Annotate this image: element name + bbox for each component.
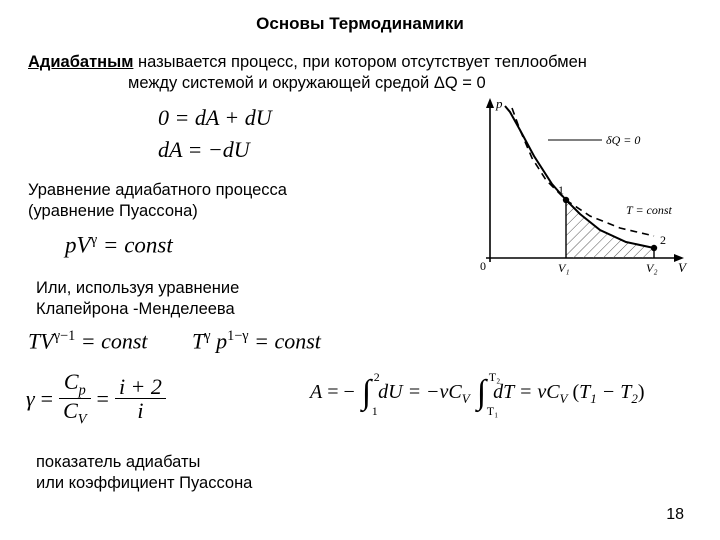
work-int2-upper: T₂: [489, 370, 501, 385]
clapeyron-l1: Или, используя уравнение: [36, 279, 239, 297]
work-cv-sub: V: [462, 391, 470, 406]
eq-first-law-row1: 0 = dA + dU: [158, 102, 272, 134]
gamma-cp-sub: p: [79, 382, 86, 398]
eq-poisson-pv: pVγ = const: [65, 232, 173, 259]
v1-label: V₁: [558, 261, 570, 275]
isotherm-label: T = const: [626, 203, 673, 217]
work-int1-lower: 1: [372, 404, 378, 419]
adiabat-l1: показатель адиабаты: [36, 453, 200, 471]
point-2: [651, 245, 657, 251]
eq-poisson-tv: TVγ−1 = const: [28, 328, 148, 354]
x-axis-label: V: [678, 260, 688, 275]
origin-label: 0: [480, 259, 486, 273]
page-number: 18: [666, 506, 684, 524]
eq-tv-lhs: TV: [28, 328, 54, 353]
adiabat-index-caption: показатель адиабаты или коэффициент Пуас…: [36, 452, 356, 493]
poisson-l1: Уравнение адиабатного процесса: [28, 181, 287, 199]
point-1-label: 1: [558, 183, 564, 197]
work-cv2-sub: V: [560, 391, 568, 406]
gamma-cp: C: [64, 369, 79, 394]
y-axis-arrow: [486, 98, 494, 108]
gamma-frac-cp-cv: Cp CV: [59, 370, 90, 428]
definition-paragraph: Адиабатным называется процесс, при котор…: [28, 52, 692, 93]
eq-tp-p-exp: 1−γ: [227, 328, 249, 344]
gamma-i-num: i + 2: [115, 375, 166, 399]
v2-label: V₂: [646, 261, 658, 275]
point-2-label: 2: [660, 233, 666, 247]
slide-root: Основы Термодинамики Адиабатным называет…: [0, 0, 720, 540]
gamma-eq1: =: [41, 386, 53, 412]
eq-pv-rhs: = const: [97, 233, 173, 258]
work-int2-lower: T₁: [487, 404, 499, 419]
eq-pv-lhs: pV: [65, 233, 91, 258]
poisson-l2: (уравнение Пуассона): [28, 202, 198, 220]
eq-work-integral: A = − 2 ∫ 1 dU = −νCV T₂ ∫ T₁ dT = νCV (…: [310, 378, 645, 409]
eq-tv-exp: γ−1: [54, 328, 76, 344]
work-eq2: = −νC: [408, 381, 462, 403]
eq-tv-rhs: = const: [75, 328, 147, 353]
gamma-cv-sub: V: [78, 412, 87, 428]
eq-poisson-tp: Tγ p1−γ = const: [192, 328, 321, 354]
poisson-eq-caption: Уравнение адиабатного процесса (уравнени…: [28, 180, 328, 221]
work-paren-inner: T1 − T2: [579, 381, 638, 403]
work-int1-body: dU: [378, 381, 402, 403]
gamma-frac-i: i + 2 i: [115, 375, 166, 422]
work-A: A: [310, 381, 322, 403]
work-eq3: = νC: [519, 381, 560, 403]
definition-line-2: между системой и окружающей средой ΔQ = …: [28, 73, 692, 94]
gamma-eq2: =: [97, 386, 109, 412]
definition-rest-1: называется процесс, при котором отсутств…: [133, 53, 586, 71]
eq-tp-rhs: = const: [249, 328, 321, 353]
eq-first-law-row2: dA = −dU: [158, 134, 272, 166]
eq-tp-t: T: [192, 328, 204, 353]
work-int1: 2 ∫ 1: [362, 378, 371, 409]
eq-tp-p: p: [211, 328, 228, 353]
y-axis-label: p: [495, 96, 503, 111]
point-1: [563, 197, 569, 203]
adiabat-label: δQ = 0: [606, 133, 640, 147]
eq-first-law: 0 = dA + dU dA = −dU: [158, 102, 272, 166]
term-adiabatic: Адиабатным: [28, 53, 133, 71]
clapeyron-caption: Или, используя уравнение Клапейрона -Мен…: [36, 278, 336, 319]
pv-diagram: p V 0 1 2 δQ = 0 T = const V₁ V₂: [450, 94, 690, 276]
gamma-cv: C: [63, 398, 78, 423]
gamma-i-den: i: [115, 399, 166, 422]
eq-gamma-definition: γ = Cp CV = i + 2 i: [26, 370, 166, 428]
gamma-symbol: γ: [26, 386, 35, 412]
work-int1-upper: 2: [374, 370, 380, 385]
adiabat-l2: или коэффициент Пуассона: [36, 474, 252, 492]
work-int2: T₂ ∫ T₁: [477, 378, 486, 409]
work-eq1: = −: [322, 381, 355, 403]
slide-title: Основы Термодинамики: [0, 14, 720, 34]
clapeyron-l2: Клапейрона -Менделеева: [36, 300, 235, 318]
